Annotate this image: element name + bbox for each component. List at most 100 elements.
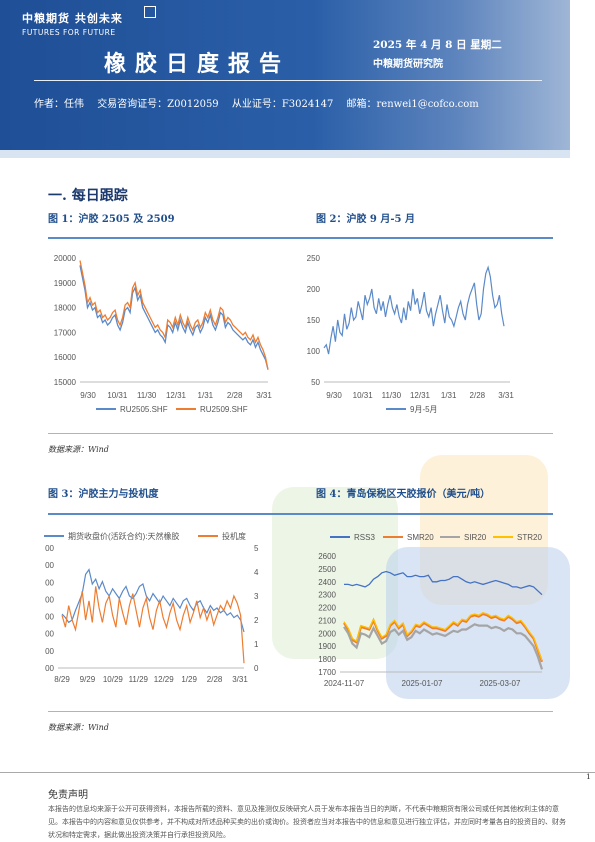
company-logo: 中粮期货 共创未来 FUTURES FOR FUTURE — [22, 10, 123, 37]
chart2-x-tick: 3/31 — [498, 391, 514, 400]
page-number: 1 — [586, 772, 591, 781]
header-stripe — [0, 150, 570, 158]
chart3-y-left-tick: 00 — [45, 630, 54, 639]
chart1-x-tick: 1/31 — [198, 391, 214, 400]
chart2-x-tick: 9/30 — [326, 391, 342, 400]
chart3-x-tick: 10/29 — [103, 675, 124, 684]
chart1-y-tick: 19000 — [54, 279, 77, 288]
chart2-x-tick: 1/31 — [441, 391, 457, 400]
chart3-y-left-tick: 00 — [45, 613, 54, 622]
chart4-legend-1-label: SMR20 — [407, 533, 434, 542]
practice-number: 从业证号：F3024147 — [231, 99, 334, 110]
figure-row2-bottom-rule — [48, 711, 553, 712]
chart2-y-tick: 150 — [307, 316, 321, 325]
chart4-series-3 — [343, 611, 543, 661]
chart2-x-tick: 11/30 — [382, 391, 402, 400]
chart4-y-tick: 2500 — [318, 565, 336, 574]
chart4-y-tick: 2400 — [318, 578, 336, 587]
chart3-x-tick: 1/29 — [181, 675, 197, 684]
chart3-y-right-tick: 4 — [254, 568, 259, 577]
chart4-y-tick: 2100 — [318, 616, 336, 625]
chart2-y-tick: 200 — [307, 285, 321, 294]
logo-mark-icon — [144, 6, 156, 18]
chart3-x-tick: 2/28 — [207, 675, 223, 684]
chart4-legend-3-label: STR20 — [517, 533, 542, 542]
chart4-y-tick: 1800 — [318, 655, 336, 664]
figure-row2-rule — [48, 513, 553, 515]
chart3-series-0 — [61, 568, 245, 633]
chart2-y-tick: 100 — [307, 347, 321, 356]
report-org: 中粮期货研究院 — [373, 59, 443, 70]
disclaimer-text: 本报告的信息均来源于公开可获得资料，本报告所载的资料、意见及推测仅反映研究人员于… — [48, 805, 566, 839]
header-divider — [34, 80, 542, 81]
chart1-y-tick: 17000 — [54, 328, 77, 337]
chart4-y-tick: 1700 — [318, 668, 336, 677]
chart1-legend-0-label: RU2505.SHF — [120, 405, 168, 414]
chart3-x-tick: 3/31 — [232, 675, 248, 684]
chart4-x-tick: 2025-03-07 — [480, 679, 521, 688]
chart1-x-tick: 9/30 — [80, 391, 96, 400]
logo-cn-text: 中粮期货 共创未来 — [22, 12, 123, 25]
chart3-y-right-tick: 3 — [254, 592, 259, 601]
chart4-y-tick: 1900 — [318, 642, 336, 651]
chart4-x-tick: 2024-11-07 — [324, 679, 365, 688]
chart3-y-right-tick: 0 — [254, 664, 259, 673]
chart3-y-left-tick: 00 — [45, 561, 54, 570]
chart3-y-left-tick: 00 — [45, 595, 54, 604]
chart4-y-tick: 2200 — [318, 604, 336, 613]
chart2-x-tick: 12/31 — [410, 391, 431, 400]
chart2-x-tick: 10/31 — [353, 391, 374, 400]
chart2-legend-0-label: 9月-5月 — [410, 405, 438, 414]
chart4-y-tick: 2600 — [318, 552, 336, 561]
author-info: 作者：任伟 交易咨询证号：Z0012059 从业证号：F3024147 邮箱：r… — [34, 95, 489, 110]
figure-3-title: 图 3：沪胶主力与投机度 — [48, 489, 159, 500]
chart3-x-tick: 9/29 — [80, 675, 96, 684]
source-note-1: 数据来源：Wind — [48, 445, 109, 454]
chart3-y-right-tick: 1 — [254, 640, 259, 649]
chart1-x-tick: 2/28 — [227, 391, 243, 400]
chart1-x-tick: 11/30 — [137, 391, 157, 400]
chart2-y-tick: 250 — [307, 254, 321, 263]
chart4-x-tick: 2025-01-07 — [402, 679, 443, 688]
chart4-legend-0-label: RSS3 — [354, 533, 375, 542]
chart1-y-tick: 20000 — [54, 254, 77, 263]
chart4-series-2 — [343, 623, 544, 670]
chart1-series-1 — [79, 260, 269, 370]
chart3-x-tick: 11/29 — [129, 675, 149, 684]
footer-divider — [0, 772, 595, 773]
chart1-x-tick: 10/31 — [107, 391, 128, 400]
chart1-series-0 — [79, 265, 269, 370]
chart1-x-tick: 12/31 — [166, 391, 187, 400]
license-number: 交易咨询证号：Z0012059 — [97, 99, 219, 110]
chart4-y-tick: 2000 — [318, 629, 336, 638]
chart3-legend-1-label: 投机度 — [222, 531, 246, 541]
chart3-legend-0-label: 期货收盘价(活跃合约):天然橡胶 — [68, 531, 180, 541]
chart3-series-1 — [61, 586, 245, 664]
chart3-x-tick: 8/29 — [54, 675, 70, 684]
chart2-y-tick: 50 — [311, 378, 320, 387]
chart4-y-tick: 2300 — [318, 591, 336, 600]
disclaimer-title: 免责声明 — [48, 790, 88, 801]
chart-1: 15000 16000 17000 18000 19000 20000 9/30 10/31 1… — [44, 246, 284, 421]
report-title: 橡胶日度报告 — [104, 51, 291, 77]
figure-1-title: 图 1：沪胶 2505 及 2509 — [48, 214, 175, 225]
chart1-y-tick: 18000 — [54, 304, 77, 313]
chart3-x-tick: 12/29 — [154, 675, 175, 684]
figure-4-title: 图 4：青岛保税区天胶报价（美元/吨） — [316, 489, 491, 500]
author-email[interactable]: 邮箱：renwei1@cofco.com — [346, 99, 479, 110]
chart3-y-left-tick: 00 — [45, 647, 54, 656]
chart2-x-tick: 2/28 — [470, 391, 486, 400]
figure-row1-rule — [48, 237, 553, 239]
figure-row1-bottom-rule — [48, 433, 553, 434]
chart3-y-right-tick: 5 — [254, 544, 259, 553]
chart3-y-left-tick: 00 — [45, 578, 54, 587]
chart1-y-tick: 16000 — [54, 353, 77, 362]
chart-2: 50 100 150 200 250 9/30 10/31 11/30 12/31 1/31 2/2… — [300, 246, 550, 421]
chart-3: 00 00 00 00 00 00 00 00 0 1 2 3 4 5 8/29 9/29 10/29 11/29… — [38, 526, 278, 696]
chart1-y-tick: 15000 — [54, 378, 77, 387]
decor-block-blue — [386, 547, 570, 699]
chart4-legend-2-label: SIR20 — [464, 533, 487, 542]
author-name: 作者：任伟 — [34, 99, 84, 110]
figure-2-title: 图 2：沪胶 9 月-5 月 — [316, 214, 415, 225]
chart3-y-left-tick: 00 — [45, 664, 54, 673]
